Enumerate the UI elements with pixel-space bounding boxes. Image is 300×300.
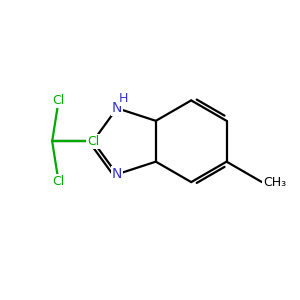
Text: Cl: Cl bbox=[87, 135, 99, 148]
Text: CH₃: CH₃ bbox=[263, 176, 286, 189]
Text: Cl: Cl bbox=[52, 94, 65, 107]
Text: N: N bbox=[112, 101, 122, 115]
Text: N: N bbox=[112, 167, 122, 181]
Text: Cl: Cl bbox=[52, 175, 65, 188]
Text: H: H bbox=[119, 92, 128, 105]
